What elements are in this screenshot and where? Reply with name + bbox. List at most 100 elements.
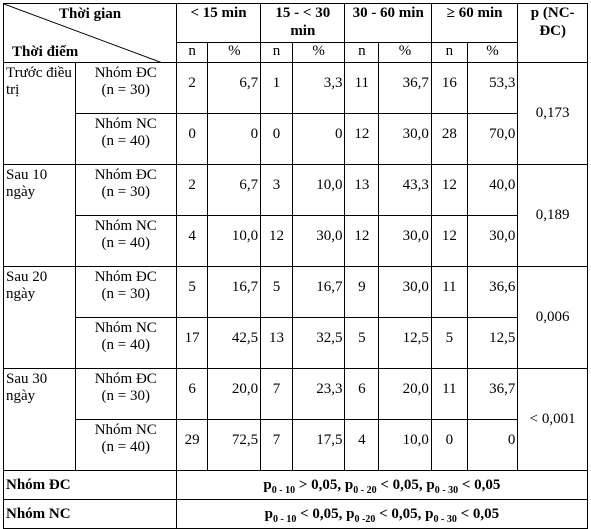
period-label: Sau 10 ngày [3, 164, 76, 267]
p-comparison-text: < 0,05, [376, 476, 427, 493]
p-symbol: p [263, 476, 272, 493]
count-cell: 16 [430, 62, 468, 114]
percent-cell: 12,5 [378, 317, 432, 369]
p-symbol: p [425, 505, 434, 522]
count-cell: 11 [430, 368, 468, 420]
percent-cell: 3,3 [291, 62, 346, 114]
group-label: Nhóm NC (n = 40) [74, 215, 177, 267]
percent-cell: 0 [207, 113, 262, 165]
count-cell: 5 [344, 317, 380, 369]
count-cell: 12 [430, 164, 468, 216]
percent-cell: 72,5 [207, 419, 262, 471]
group-size: (n = 30) [101, 286, 150, 302]
header-time-label: Thời gian [59, 6, 122, 22]
count-cell: 6 [175, 368, 209, 420]
percent-cell: 12,5 [466, 317, 519, 369]
n-header-3: n [344, 42, 380, 63]
header-moment-label: Thời điểm [12, 44, 79, 60]
group-name: Nhóm ĐC [94, 65, 157, 81]
count-cell: 4 [344, 419, 380, 471]
p-subscript: 0 -20 [354, 513, 376, 525]
p-subscript: 0 - 10 [273, 513, 297, 525]
percent-cell: 6,7 [207, 164, 262, 216]
group-size: (n = 40) [101, 439, 150, 455]
p-subscript: 0 - 10 [271, 484, 296, 496]
table-row: Sau 20 ngày Nhóm ĐC (n = 30) 5 16,7 5 16,7 9 30,… [3, 266, 588, 369]
group-header-4: ≥ 60 min [430, 3, 519, 43]
group-name: Nhóm NC [94, 320, 157, 336]
percent-cell: 20,0 [207, 368, 262, 420]
group-label: Nhóm ĐC (n = 30) [74, 368, 177, 420]
table-row: Sau 10 ngày Nhóm ĐC (n = 30) 2 6,7 3 10,0 13 43,… [3, 164, 588, 267]
percent-cell: 30,0 [466, 215, 519, 267]
count-cell: 17 [175, 317, 209, 369]
count-cell: 0 [430, 419, 468, 471]
p-symbol: p [426, 476, 435, 493]
p-subscript: 0 - 30 [433, 513, 457, 525]
count-cell: 2 [175, 164, 209, 216]
p-comparison-text: < 0,05 [458, 476, 501, 493]
n-header-2: n [260, 42, 293, 63]
percent-cell: 10,0 [291, 164, 346, 216]
footer-comparison: p0 - 10 > 0,05, p0 - 20 < 0,05, p0 - 30 … [175, 470, 589, 500]
period-label: Sau 30 ngày [3, 368, 76, 471]
count-cell: 11 [344, 62, 380, 114]
percent-cell: 0 [466, 419, 519, 471]
percent-cell: 30,0 [378, 113, 432, 165]
group-size: (n = 30) [101, 388, 150, 404]
percent-cell: 40,0 [466, 164, 519, 216]
diagonal-header-cell: Thời gian Thời điểm [3, 3, 177, 63]
n-header-1: n [175, 42, 209, 63]
group-label: Nhóm ĐC (n = 30) [74, 164, 177, 216]
count-cell: 28 [430, 113, 468, 165]
group-size: (n = 40) [101, 235, 150, 251]
percent-cell: 53,3 [466, 62, 519, 114]
count-cell: 9 [344, 266, 380, 318]
group-name: Nhóm ĐC [94, 371, 157, 387]
percent-cell: 16,7 [291, 266, 346, 318]
count-cell: 7 [260, 419, 293, 471]
footer-row: Nhóm ĐC p0 - 10 > 0,05, p0 - 20 < 0,05, p… [3, 470, 589, 500]
count-cell: 13 [260, 317, 293, 369]
percent-cell: 0 [291, 113, 346, 165]
percent-cell: 36,7 [466, 368, 519, 420]
p-value-cell: 0,006 [517, 266, 588, 369]
count-cell: 12 [260, 215, 293, 267]
count-cell: 11 [430, 266, 468, 318]
group-size: (n = 40) [101, 133, 150, 149]
group-label: Nhóm ĐC (n = 30) [74, 266, 177, 318]
table-row: Sau 30 ngày Nhóm ĐC (n = 30) 6 20,0 7 23,3 6 20,… [3, 368, 588, 471]
count-cell: 0 [175, 113, 209, 165]
count-cell: 4 [175, 215, 209, 267]
count-cell: 7 [260, 368, 293, 420]
count-cell: 5 [175, 266, 209, 318]
table-row: Nhóm NC (n = 40) 29 72,5 7 17,5 4 10,0 0 0 [4, 419, 588, 471]
count-cell: 3 [260, 164, 293, 216]
table-row: Nhóm NC (n = 40) 17 42,5 13 32,5 5 12,5 5 12,5 [4, 317, 588, 369]
pct-header-2: % [291, 42, 346, 63]
p-value-cell: 0,173 [517, 62, 588, 165]
p-comparison-text: < 0,05, [296, 505, 347, 522]
p-symbol: p [346, 505, 355, 522]
group-name: Nhóm NC [94, 116, 157, 132]
period-label: Sau 20 ngày [3, 266, 76, 369]
p-value-cell: 0,189 [517, 164, 588, 267]
results-table-container: Thời gian Thời điểm < 15 min 15 - < 30 m… [3, 3, 589, 529]
table-row: Trước điều trị Nhóm ĐC (n = 30) 2 6,7 1 3,3 11 3… [3, 62, 588, 165]
group-name: Nhóm ĐC [94, 167, 157, 183]
footer-label: Nhóm ĐC [3, 470, 177, 500]
percent-cell: 36,7 [378, 62, 432, 114]
footer-label: Nhóm NC [3, 499, 177, 529]
group-header-2: 15 - < 30 min [260, 3, 346, 43]
p-header: p (NC-ĐC) [517, 3, 588, 63]
count-cell: 29 [175, 419, 209, 471]
header-row-1: Thời gian Thời điểm < 15 min 15 - < 30 m… [3, 3, 588, 63]
percent-cell: 32,5 [291, 317, 346, 369]
group-label: Nhóm ĐC (n = 30) [74, 62, 177, 114]
p-subscript: 0 - 30 [434, 484, 459, 496]
pct-header-1: % [207, 42, 262, 63]
percent-cell: 42,5 [207, 317, 262, 369]
footer-comparison: p0 - 10 < 0,05, p0 -20 < 0,05, p0 - 30 <… [175, 499, 589, 529]
p-comparison-text: > 0,05, [295, 476, 345, 493]
percent-cell: 30,0 [291, 215, 346, 267]
